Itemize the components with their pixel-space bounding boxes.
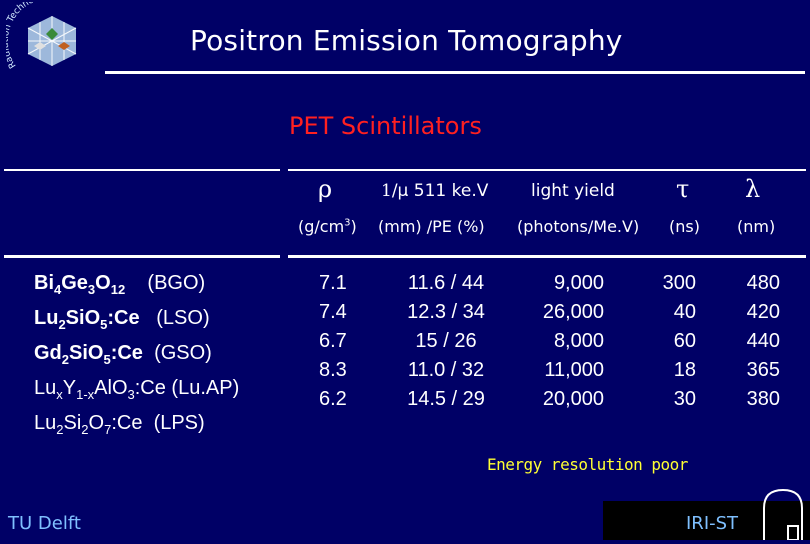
- attenuation-header-prefix: 1: [381, 181, 392, 201]
- wavelength-symbol: λ: [745, 175, 761, 203]
- decay-time-value: 30: [673, 388, 696, 410]
- material-row-lso: Lu2SiO5:Ce (LSO): [34, 304, 239, 339]
- wavelength-value: 480: [746, 272, 780, 294]
- radiation-technology-logo: Radiation Technology: [1, 0, 98, 82]
- materials-column: Bi4Ge3O12 (BGO) Lu2SiO5:Ce (LSO) Gd2SiO5…: [34, 269, 239, 444]
- light-yield-column: 9,000 26,000 8,000 11,000 20,000: [520, 269, 604, 414]
- table-top-rule-left: [4, 169, 280, 171]
- table-top-rule-right: [288, 169, 806, 171]
- decay-time-value: 18: [673, 359, 696, 381]
- decay-time-column: 300 40 60 18 30: [648, 269, 696, 414]
- density-value: 6.2: [319, 388, 347, 410]
- attenuation-column: 11.6 / 44 12.3 / 34 15 / 26 11.0 / 32 14…: [394, 269, 498, 414]
- attenuation-value: 11.0 / 32: [407, 359, 485, 381]
- wavelength-value: 420: [746, 301, 780, 323]
- wavelength-column: 480 420 440 365 380: [732, 269, 780, 414]
- decay-time-value: 60: [673, 330, 696, 352]
- footer-department: IRI-ST: [686, 513, 739, 534]
- title-underline: [105, 71, 805, 74]
- subtitle: PET Scintillators: [289, 112, 482, 140]
- wavelength-unit: (nm): [737, 217, 776, 236]
- decay-time-symbol: τ: [676, 175, 690, 203]
- light-yield-value: 20,000: [542, 388, 604, 410]
- light-yield-value: 9,000: [553, 272, 604, 294]
- attenuation-unit: (mm) /PE (%): [378, 217, 485, 236]
- material-row-bgo: Bi4Ge3O12 (BGO): [34, 269, 239, 304]
- material-name: (GSO): [154, 342, 212, 364]
- attenuation-header-label: /μ 511 ke.V: [391, 181, 489, 201]
- wavelength-value: 365: [746, 359, 780, 381]
- material-name: (LPS): [153, 412, 205, 434]
- material-formula: Lu2SiO5:Ce: [34, 307, 140, 332]
- density-value: 7.1: [319, 272, 347, 294]
- decay-time-value: 40: [673, 301, 696, 323]
- material-formula: Lu2Si2O7:Ce: [34, 412, 143, 437]
- light-yield-value: 11,000: [544, 359, 604, 381]
- density-value: 7.4: [319, 301, 347, 323]
- footer-panel: [603, 501, 810, 540]
- attenuation-header: 1/μ 511 ke.V: [381, 181, 488, 201]
- material-formula: LuxY1-xAlO3:Ce: [34, 377, 166, 402]
- density-unit-close: ): [350, 217, 357, 236]
- density-unit-exp: 3: [344, 217, 351, 229]
- density-value: 8.3: [319, 359, 347, 381]
- material-formula: Gd2SiO5:Ce: [34, 342, 143, 367]
- material-name: (Lu.AP): [171, 377, 240, 399]
- table-header-rule-right: [288, 255, 806, 258]
- logo-graphic: Radiation Technology: [1, 0, 77, 70]
- reactor-icon: [760, 486, 806, 541]
- density-column: 7.1 7.4 6.7 8.3 6.2: [319, 269, 347, 414]
- density-unit: (g/cm3): [298, 217, 357, 236]
- page-title: Positron Emission Tomography: [190, 24, 623, 57]
- attenuation-value: 12.3 / 34: [407, 301, 485, 323]
- material-formula: Bi4Ge3O12: [34, 272, 126, 297]
- reactor-icon-graphic: [763, 488, 803, 541]
- material-row-lps: Lu2Si2O7:Ce (LPS): [34, 409, 239, 444]
- light-yield-value: 26,000: [542, 301, 604, 323]
- wavelength-value: 440: [746, 330, 780, 352]
- material-name: (BGO): [147, 272, 206, 294]
- light-yield-header: light yield: [531, 181, 615, 201]
- density-unit-base: (g/cm: [298, 217, 345, 236]
- attenuation-value: 11.6 / 44: [407, 272, 485, 294]
- footer-institution: TU Delft: [8, 513, 81, 534]
- table-header-rule-left: [4, 255, 280, 258]
- decay-time-unit: (ns): [669, 217, 700, 236]
- light-yield-unit: (photons/Me.V): [517, 217, 640, 236]
- material-row-gso: Gd2SiO5:Ce (GSO): [34, 339, 239, 374]
- energy-resolution-note: Energy resolution poor: [487, 455, 688, 474]
- density-value: 6.7: [319, 330, 347, 352]
- density-symbol: ρ: [318, 175, 333, 203]
- material-name: (LSO): [156, 307, 210, 329]
- light-yield-value: 8,000: [553, 330, 604, 352]
- decay-time-value: 300: [662, 272, 696, 294]
- material-row-luap: LuxY1-xAlO3:Ce (Lu.AP): [34, 374, 239, 409]
- attenuation-value: 14.5 / 29: [407, 388, 485, 410]
- wavelength-value: 380: [746, 388, 780, 410]
- attenuation-value: 15 / 26: [415, 330, 477, 352]
